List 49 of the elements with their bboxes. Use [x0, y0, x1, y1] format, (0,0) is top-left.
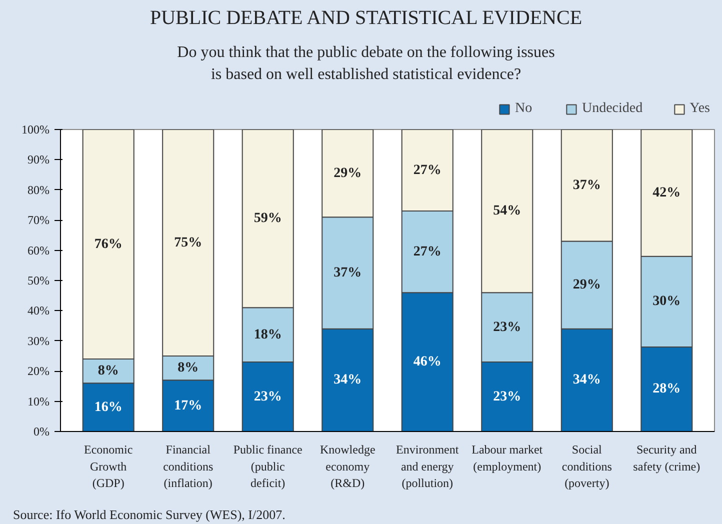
data-label: 27% — [413, 244, 442, 260]
x-tick-label: Financial conditions (inflation) — [163, 442, 214, 490]
x-tick-label: Labour market (employment) — [472, 442, 544, 474]
data-label: 37% — [572, 178, 601, 193]
data-label: 23% — [493, 320, 522, 335]
y-tick-label: 80% — [28, 182, 50, 197]
y-tick-label: 100% — [22, 122, 50, 136]
y-tick-label: 70% — [28, 213, 50, 228]
data-label: 54% — [493, 204, 522, 219]
chart-subtitle: Do you think that the public debate on the following issues is based on well established statistical evidence? — [177, 43, 555, 85]
data-label: 34% — [572, 372, 601, 388]
data-label: 75% — [174, 235, 202, 250]
data-label: 23% — [254, 389, 282, 404]
x-tick-label: Security and safety (crime) — [633, 442, 700, 474]
data-label: 8% — [178, 360, 199, 376]
y-tick-label: 90% — [28, 152, 50, 167]
y-tick-label: 30% — [28, 334, 50, 348]
data-label: 59% — [254, 211, 282, 226]
y-tick-label: 40% — [28, 304, 50, 318]
legend-label: Yes — [690, 101, 710, 117]
data-label: 27% — [413, 162, 442, 178]
x-tick-label: Knowledge economy (R&D) — [320, 442, 376, 490]
data-label: 16% — [94, 400, 122, 415]
legend-label: Undecided — [582, 101, 643, 117]
data-label: 46% — [413, 354, 442, 370]
y-tick-label: 20% — [28, 364, 50, 378]
data-label: 29% — [334, 166, 362, 181]
y-tick-label: 0% — [34, 424, 50, 438]
y-tick-label: 50% — [28, 274, 50, 288]
data-label: 23% — [493, 389, 522, 404]
data-label: 29% — [572, 278, 601, 293]
data-label: 30% — [652, 294, 681, 310]
data-label: 17% — [174, 398, 202, 414]
x-tick-label: Economic Growth (GDP) — [84, 442, 133, 490]
y-tick-label: 10% — [28, 394, 50, 408]
data-label: 28% — [652, 382, 681, 397]
data-label: 42% — [652, 185, 681, 200]
data-label: 8% — [98, 364, 119, 379]
data-label: 76% — [94, 236, 122, 252]
data-label: 37% — [334, 265, 362, 280]
chart-title: PUBLIC DEBATE AND STATISTICAL EVIDENCE — [150, 6, 582, 31]
x-tick-label: Public finance (public deficit) — [233, 442, 302, 490]
x-tick-label: Social conditions (poverty) — [562, 442, 612, 490]
x-tick-label: Environment and energy (pollution) — [396, 442, 460, 490]
y-tick-label: 60% — [28, 243, 50, 258]
legend-label: No — [514, 101, 534, 117]
source-note: Source: Ifo World Economic Survey (WES), I/2007. — [13, 506, 286, 524]
data-label: 18% — [254, 327, 282, 342]
data-label: 34% — [334, 372, 362, 388]
